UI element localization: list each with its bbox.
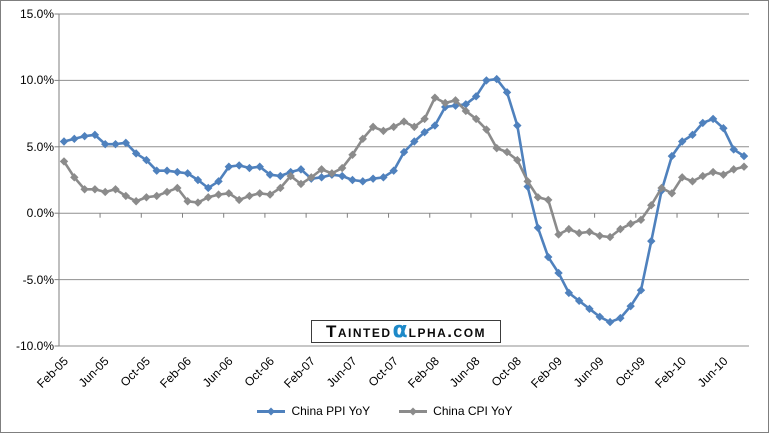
cpi-line-marker-icon xyxy=(399,407,428,415)
y-axis-tick-label: 10.0% xyxy=(19,73,54,88)
y-axis-tick-label: -10.0% xyxy=(15,339,54,353)
y-axis-tick-label: 5.0% xyxy=(26,139,54,154)
y-axis-tick-label: -5.0% xyxy=(22,272,54,287)
y-axis-tick-label: 15.0% xyxy=(19,7,54,21)
y-axis-tick-label: 0.0% xyxy=(26,206,54,221)
chart-legend: China PPI YoY China CPI YoY xyxy=(1,402,768,420)
legend-item-cpi: China CPI YoY xyxy=(398,404,513,418)
watermark-logo: Tainted α lpha.com xyxy=(311,317,501,343)
legend-label-cpi: China CPI YoY xyxy=(433,404,513,418)
watermark-text-right: lpha.com xyxy=(408,322,487,341)
legend-item-ppi: China PPI YoY xyxy=(256,404,370,418)
watermark-text-left: Tainted xyxy=(325,322,392,341)
alpha-glyph-icon: α xyxy=(392,317,408,343)
legend-label-ppi: China PPI YoY xyxy=(291,404,371,418)
ppi-line-marker-icon xyxy=(257,407,286,415)
